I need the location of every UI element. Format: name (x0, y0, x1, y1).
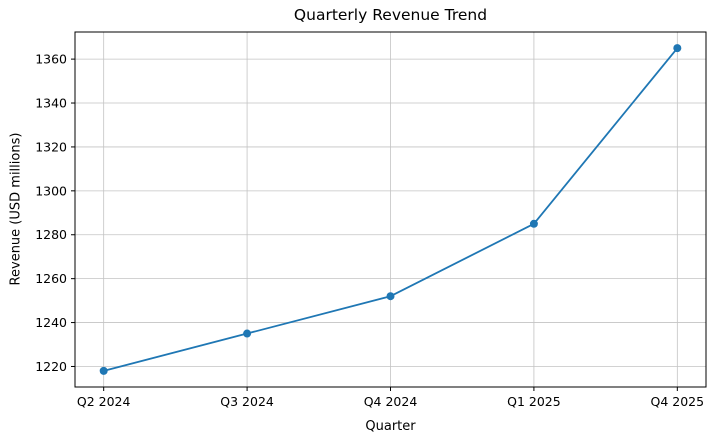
y-tick-label: 1260 (35, 271, 67, 286)
y-tick-label: 1340 (35, 96, 67, 111)
y-tick-label: 1220 (35, 359, 67, 374)
x-axis-label: Quarter (365, 419, 416, 434)
x-tick-label: Q1 2025 (507, 394, 561, 409)
chart-title: Quarterly Revenue Trend (293, 6, 488, 24)
y-axis-label: Revenue (USD millions) (8, 132, 24, 286)
data-point-marker (529, 219, 538, 228)
data-point-marker (673, 44, 682, 53)
x-tick-label: Q4 2024 (364, 394, 418, 409)
y-tick-label: 1320 (35, 139, 67, 154)
data-point-marker (386, 292, 395, 301)
x-tick-label: Q4 2025 (651, 394, 705, 409)
data-point-marker (99, 366, 108, 375)
y-tick-label: 1240 (35, 315, 67, 330)
y-tick-label: 1280 (35, 227, 67, 242)
y-tick-label: 1300 (35, 183, 67, 198)
x-tick-label: Q3 2024 (220, 394, 274, 409)
data-point-marker (243, 329, 252, 338)
y-tick-label: 1360 (35, 52, 67, 67)
x-tick-label: Q2 2024 (77, 394, 131, 409)
